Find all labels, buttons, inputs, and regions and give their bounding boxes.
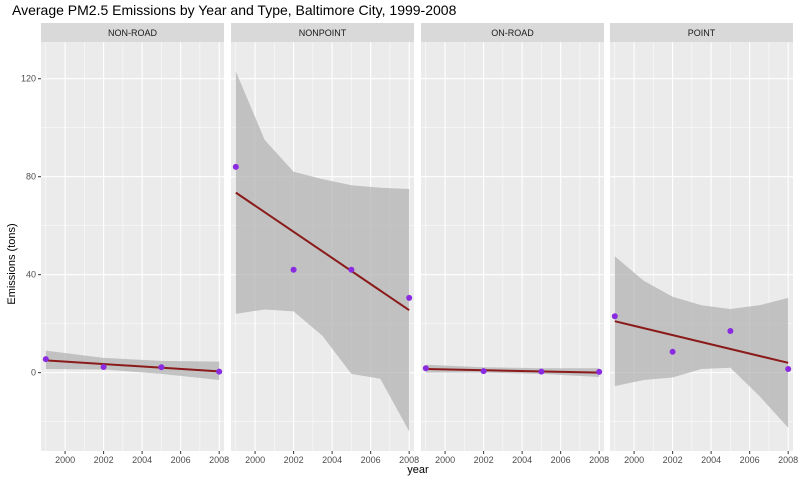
facet-strip <box>610 23 793 42</box>
y-tick-label: 40 <box>26 270 36 280</box>
data-point <box>158 364 165 371</box>
panel-marks <box>611 256 792 428</box>
x-tick-label: 2008 <box>589 455 609 465</box>
y-axis: 0 40 80 120 <box>21 74 41 378</box>
regression-line <box>235 191 410 312</box>
x-tick-label: 2004 <box>132 455 152 465</box>
panel-marks <box>422 364 603 378</box>
y-tick-label: 80 <box>26 172 36 182</box>
x-tick-label: 2004 <box>701 455 721 465</box>
facet-strip-label: NONPOINT <box>299 28 347 38</box>
x-axis-title: year <box>407 464 429 476</box>
facet-strip <box>41 23 224 42</box>
x-tick-label: 2008 <box>399 455 419 465</box>
x-tick-label: 2008 <box>778 455 798 465</box>
facet-panel-on-road: ON-ROAD 2000 2002 2004 2006 2008 <box>421 23 609 465</box>
y-tick-label: 0 <box>31 368 36 378</box>
facet-panel-point: POINT 2000 2002 2004 2006 2008 <box>610 23 798 465</box>
panel-background <box>421 42 604 451</box>
facet-strip-label: ON-ROAD <box>491 28 534 38</box>
data-point <box>100 363 107 370</box>
x-tick-label: 2004 <box>322 455 342 465</box>
regression-line <box>425 367 600 374</box>
data-point <box>348 266 355 273</box>
x-tick-label: 2004 <box>512 455 532 465</box>
panel-background <box>41 42 224 451</box>
data-point <box>596 368 603 375</box>
facet-panel-non-road: NON-ROAD 2000 2002 2004 2006 2008 <box>41 23 229 465</box>
x-tick-label: 2000 <box>624 455 644 465</box>
regression-line <box>614 320 789 364</box>
data-point <box>232 163 239 170</box>
data-point <box>422 365 429 372</box>
x-tick-label: 2002 <box>94 455 114 465</box>
x-tick-label: 2006 <box>361 455 381 465</box>
data-point <box>290 266 297 273</box>
facet-panels: NON-ROAD 2000 2002 2004 2006 2008 NONPOINT 2000… <box>41 23 798 465</box>
data-point <box>669 348 676 355</box>
x-tick-label: 2006 <box>740 455 760 465</box>
data-point <box>785 365 792 372</box>
x-tick-label: 2002 <box>284 455 304 465</box>
facet-strip <box>231 23 414 42</box>
data-point <box>538 368 545 375</box>
x-tick-label: 2000 <box>55 455 75 465</box>
x-tick-label: 2002 <box>663 455 683 465</box>
regression-line <box>45 359 220 373</box>
data-point <box>216 368 223 375</box>
x-tick-label: 2006 <box>171 455 191 465</box>
facet-strip <box>421 23 604 42</box>
panel-marks <box>42 350 223 380</box>
data-point <box>42 356 49 363</box>
data-point <box>611 313 618 320</box>
x-tick-label: 2000 <box>435 455 455 465</box>
data-point <box>406 294 413 301</box>
facet-strip-label: NON-ROAD <box>108 28 157 38</box>
x-tick-label: 2000 <box>245 455 265 465</box>
data-point <box>727 327 734 334</box>
y-tick-label: 120 <box>21 74 36 84</box>
y-axis-title: Emissions (tons) <box>6 223 18 304</box>
x-tick-label: 2008 <box>209 455 229 465</box>
x-tick-label: 2006 <box>551 455 571 465</box>
x-tick-label: 2002 <box>474 455 494 465</box>
data-point <box>480 368 487 375</box>
chart-title: Average PM2.5 Emissions by Year and Type… <box>12 2 457 18</box>
panel-marks <box>232 71 413 432</box>
facet-panel-nonpoint: NONPOINT 2000 2002 2004 2006 2008 <box>231 23 419 465</box>
facet-strip-label: POINT <box>688 28 716 38</box>
